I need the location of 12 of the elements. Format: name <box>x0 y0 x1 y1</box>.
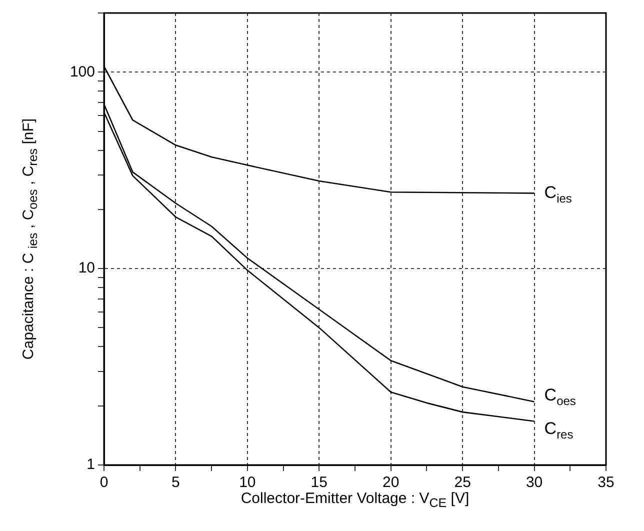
x-tick-label: 25 <box>454 474 471 492</box>
x-tick-label: 35 <box>598 474 614 492</box>
x-tick-label: 0 <box>100 474 108 492</box>
y-tick-label: 100 <box>70 63 95 80</box>
x-axis-title: Collector-Emitter Voltage : V$_{CE}$ [V] <box>240 490 470 510</box>
y-tick-label: 1 <box>86 456 95 474</box>
y-tick-label: 10 <box>78 260 95 277</box>
x-tick-label: 15 <box>310 474 328 492</box>
x-tick-label: 10 <box>239 474 256 492</box>
x-tick-label: 20 <box>382 474 400 492</box>
x-tick-label: 30 <box>526 474 543 492</box>
x-tick-label: 5 <box>172 474 180 492</box>
